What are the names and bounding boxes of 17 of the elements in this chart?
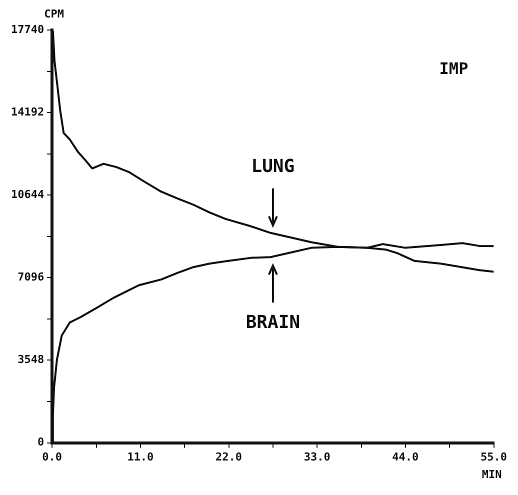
x-tick-label: 11.0 — [127, 450, 154, 464]
y-tick-label: 3548 — [18, 353, 44, 366]
y-tick-label: 10644 — [10, 188, 44, 201]
x-axis-title: MIN — [482, 468, 502, 482]
y-axis-title: CPM — [44, 7, 64, 20]
y-tick-label: 0 — [37, 436, 44, 449]
x-tick-label: 0.0 — [42, 450, 62, 464]
y-tick-label: 7096 — [18, 270, 44, 284]
annotation: LUNG — [251, 156, 295, 178]
annotation: BRAIN — [246, 312, 300, 334]
x-tick-label: 44.0 — [392, 450, 419, 464]
x-tick-label: 33.0 — [304, 450, 330, 464]
x-tick-label: 22.0 — [216, 450, 242, 464]
text: IMP — [439, 59, 468, 78]
y-tick-label: 14192 — [10, 105, 44, 118]
y-tick-label: 17740 — [10, 22, 44, 36]
x-tick-label: 55.0 — [480, 450, 508, 464]
